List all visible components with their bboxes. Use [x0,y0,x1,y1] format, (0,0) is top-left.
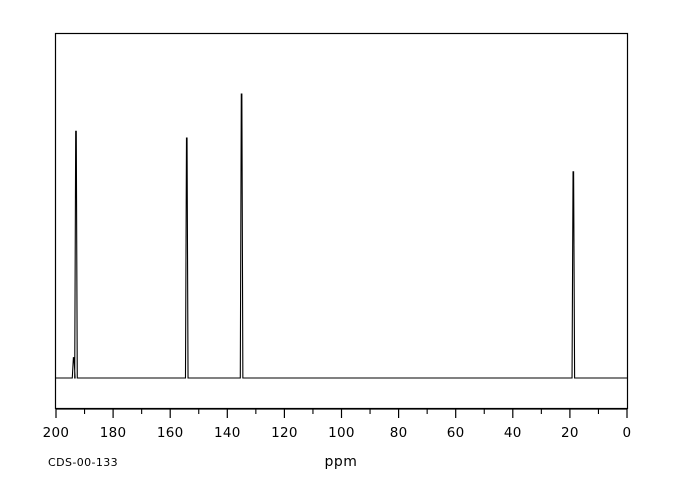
axis-tick-labels: 200 180 160 140 120 100 80 60 40 20 0 [43,425,632,441]
tick-label: 60 [447,425,465,441]
tick-label: 140 [214,425,241,441]
spectrum-line [56,93,627,379]
tick-label: 0 [623,425,632,441]
tick-label: 160 [157,425,184,441]
axis-ticks [55,409,628,418]
tick-label: 180 [100,425,127,441]
tick-label: 100 [328,425,355,441]
tick-label: 200 [43,425,70,441]
spectrum-trace [56,93,627,379]
tick-label: 80 [390,425,408,441]
x-axis-title: ppm [325,454,358,470]
tick-label: 40 [504,425,522,441]
tick-label: 120 [271,425,298,441]
plot-frame [54,32,629,410]
tick-label: 20 [561,425,579,441]
x-axis: 200 180 160 140 120 100 80 60 40 20 0 [43,408,632,441]
sample-id-label: CDS-00-133 [48,456,118,469]
